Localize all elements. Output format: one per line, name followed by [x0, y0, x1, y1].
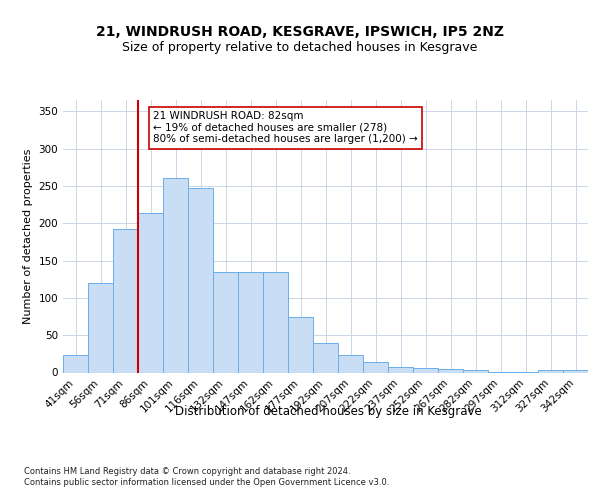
Text: 21 WINDRUSH ROAD: 82sqm
← 19% of detached houses are smaller (278)
80% of semi-d: 21 WINDRUSH ROAD: 82sqm ← 19% of detache… — [153, 111, 418, 144]
Bar — [413, 368, 438, 372]
Bar — [188, 188, 213, 372]
Bar — [438, 369, 463, 372]
Bar — [88, 283, 113, 372]
Bar — [363, 362, 388, 372]
Text: 21, WINDRUSH ROAD, KESGRAVE, IPSWICH, IP5 2NZ: 21, WINDRUSH ROAD, KESGRAVE, IPSWICH, IP… — [96, 26, 504, 40]
Bar — [288, 316, 313, 372]
Bar — [213, 272, 238, 372]
Bar — [313, 342, 338, 372]
Bar — [388, 368, 413, 372]
Text: Contains public sector information licensed under the Open Government Licence v3: Contains public sector information licen… — [24, 478, 389, 487]
Bar — [563, 370, 588, 372]
Bar — [163, 178, 188, 372]
Bar — [463, 370, 488, 372]
Bar — [113, 229, 138, 372]
Bar — [238, 272, 263, 372]
Text: Contains HM Land Registry data © Crown copyright and database right 2024.: Contains HM Land Registry data © Crown c… — [24, 466, 350, 475]
Bar — [63, 356, 88, 372]
Bar — [263, 272, 288, 372]
Y-axis label: Number of detached properties: Number of detached properties — [23, 148, 33, 324]
Text: Distribution of detached houses by size in Kesgrave: Distribution of detached houses by size … — [175, 404, 482, 417]
Bar — [138, 214, 163, 372]
Text: Size of property relative to detached houses in Kesgrave: Size of property relative to detached ho… — [122, 41, 478, 54]
Bar — [538, 370, 563, 372]
Bar — [338, 356, 363, 372]
